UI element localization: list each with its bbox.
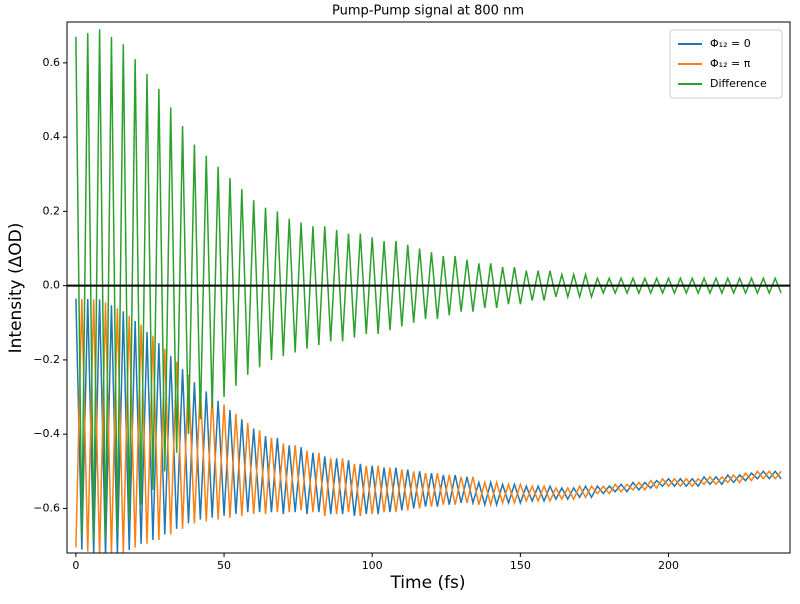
y-tick-label: 0.6 — [43, 56, 61, 69]
plot-frame — [66, 21, 791, 554]
x-tick-label: 200 — [658, 559, 679, 572]
x-tick-label: 100 — [362, 559, 383, 572]
y-tick-label: 0.2 — [43, 204, 61, 217]
x-tick-label: 150 — [510, 559, 531, 572]
x-axis-label: Time (fs) — [389, 573, 465, 593]
plot-area — [67, 29, 790, 553]
chart-title: Pump-Pump signal at 800 nm — [332, 4, 524, 19]
y-tick-label: 0.4 — [43, 130, 61, 143]
y-tick-label: −0.6 — [33, 501, 60, 514]
x-tick-label: 0 — [72, 559, 79, 572]
legend-box — [669, 29, 783, 99]
y-axis-label: Intensity (ΔOD) — [6, 223, 26, 354]
x-tick-label: 50 — [217, 559, 231, 572]
series-line — [75, 298, 782, 553]
legend-label: Difference — [710, 77, 767, 90]
y-tick-label: −0.2 — [33, 353, 60, 366]
y-tick-label: 0.0 — [43, 279, 61, 292]
y-tick-label: −0.4 — [33, 427, 60, 440]
legend-label: Φ₁₂ = π — [710, 57, 751, 70]
legend-label: Φ₁₂ = 0 — [710, 37, 751, 50]
